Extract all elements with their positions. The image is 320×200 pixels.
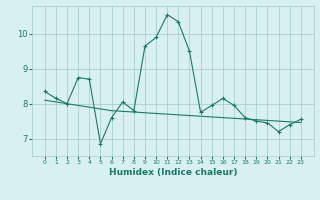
- X-axis label: Humidex (Indice chaleur): Humidex (Indice chaleur): [108, 168, 237, 177]
